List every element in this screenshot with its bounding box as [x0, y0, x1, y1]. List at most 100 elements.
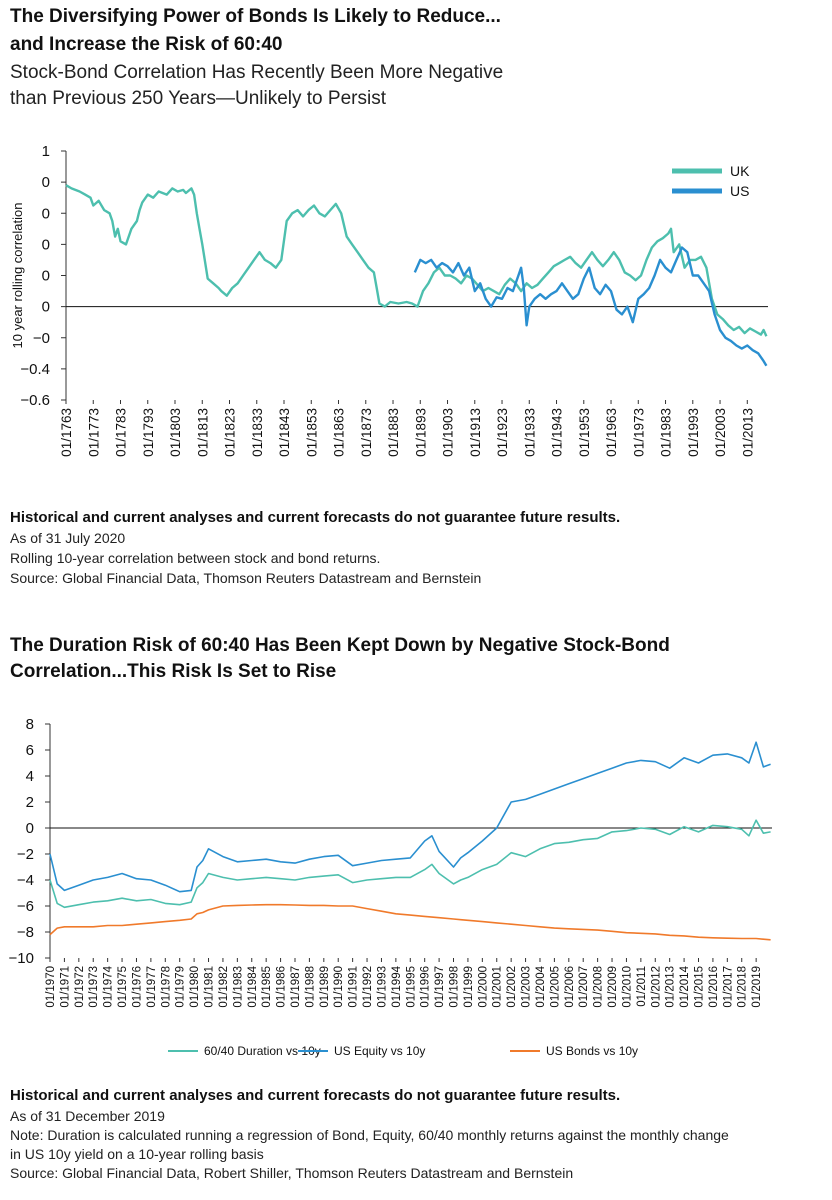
y-axis-title: 10 year rolling correlation: [10, 203, 25, 349]
x-tick-label: 01/1863: [332, 408, 347, 457]
y-tick-label: −0.6: [20, 392, 50, 409]
x-tick-label: 01/1981: [204, 966, 216, 1008]
y-tick-label: −6: [17, 898, 34, 915]
x-tick-label: 01/1853: [304, 408, 319, 457]
x-tick-label: 01/1903: [441, 408, 456, 457]
x-tick-label: 01/1991: [348, 966, 360, 1008]
x-tick-label: 01/1976: [131, 966, 143, 1008]
x-tick-label: 01/1970: [45, 966, 57, 1008]
y-tick-label: 2: [26, 794, 34, 811]
chart2-as-of: As of 31 December 2019: [10, 1108, 165, 1124]
x-tick-label: 01/1988: [304, 966, 316, 1008]
x-tick-label: 01/1989: [319, 966, 331, 1008]
x-tick-label: 01/2009: [607, 966, 619, 1008]
x-tick-label: 01/2007: [578, 966, 590, 1008]
x-tick-label: 01/1923: [495, 408, 510, 457]
x-tick-label: 01/1813: [195, 408, 210, 457]
x-tick-label: 01/1803: [168, 408, 183, 457]
x-tick-label: 01/2012: [650, 966, 662, 1008]
x-tick-label: 01/1913: [468, 408, 483, 457]
x-tick-label: 01/1997: [434, 966, 446, 1008]
x-tick-label: 01/1893: [413, 408, 428, 457]
x-tick-label: 01/2004: [535, 965, 547, 1007]
x-tick-label: 01/1993: [686, 408, 701, 457]
chart2-note-line1: Note: Duration is calculated running a r…: [10, 1127, 729, 1143]
x-tick-label: 01/1994: [391, 965, 403, 1007]
x-tick-label: 01/1978: [160, 966, 172, 1008]
x-tick-label: 01/2013: [665, 966, 677, 1008]
x-tick-label: 01/2003: [713, 408, 728, 457]
x-tick-label: 01/1998: [449, 966, 461, 1008]
x-tick-label: 01/2000: [477, 966, 489, 1008]
x-tick-label: 01/1977: [146, 966, 158, 1008]
x-tick-label: 01/1833: [250, 408, 265, 457]
x-tick-label: 01/1953: [577, 408, 592, 457]
chart1-disclaimer: Historical and current analyses and curr…: [10, 509, 621, 526]
x-tick-label: 01/1843: [277, 408, 292, 457]
x-tick-label: 01/1973: [631, 408, 646, 457]
chart1-subtitle-line1: Stock-Bond Correlation Has Recently Been…: [10, 62, 504, 83]
x-tick-label: 01/2006: [564, 966, 576, 1008]
y-tick-label: 0: [42, 174, 50, 191]
x-tick-label: 01/1943: [550, 408, 565, 457]
series-line-us-equity-vs-10y: [49, 741, 771, 893]
x-tick-label: 01/1773: [86, 408, 101, 457]
y-tick-label: 0: [42, 299, 50, 316]
y-tick-label: 0: [42, 268, 50, 285]
x-tick-label: 01/1974: [103, 965, 115, 1007]
x-tick-label: 01/1996: [420, 966, 432, 1008]
chart1-as-of: As of 31 July 2020: [10, 530, 126, 546]
legend-label-uk: UK: [730, 163, 750, 179]
x-tick-label: 01/2015: [694, 966, 706, 1008]
x-tick-label: 01/1873: [359, 408, 374, 457]
x-tick-label: 01/1980: [189, 966, 201, 1008]
x-tick-label: 01/2013: [740, 408, 755, 457]
x-tick-label: 01/1933: [522, 408, 537, 457]
x-tick-label: 01/1992: [362, 966, 374, 1008]
x-tick-label: 01/2005: [549, 966, 561, 1008]
x-tick-label: 01/2010: [621, 966, 633, 1008]
x-tick-label: 01/1982: [218, 966, 230, 1008]
x-tick-label: 01/1972: [74, 966, 86, 1008]
x-tick-label: 01/1986: [276, 966, 288, 1008]
x-tick-label: 01/1983: [232, 966, 244, 1008]
x-tick-label: 01/1995: [405, 966, 417, 1008]
chart2-title-line2: Correlation...This Risk Is Set to Rise: [10, 661, 337, 682]
x-tick-label: 01/1783: [114, 408, 129, 457]
x-tick-label: 01/1985: [261, 966, 273, 1008]
x-tick-label: 01/1973: [88, 966, 100, 1008]
y-tick-label: 6: [26, 742, 34, 759]
y-tick-label: −2: [17, 846, 34, 863]
series-line-60-40-duration-vs-10y: [49, 819, 771, 909]
chart2-title-line1: The Duration Risk of 60:40 Has Been Kept…: [10, 635, 670, 656]
chart1-title-line1: The Diversifying Power of Bonds Is Likel…: [10, 6, 501, 27]
y-tick-label: −0: [33, 330, 50, 347]
chart1-description: Rolling 10-year correlation between stoc…: [10, 550, 381, 566]
chart2-disclaimer: Historical and current analyses and curr…: [10, 1087, 621, 1104]
legend-label-us: US: [730, 183, 749, 199]
x-tick-label: 01/2001: [492, 966, 504, 1008]
y-tick-label: 1: [42, 143, 50, 160]
x-tick-label: 01/2017: [722, 966, 734, 1008]
x-tick-label: 01/1979: [175, 966, 187, 1008]
x-tick-label: 01/2011: [636, 966, 648, 1007]
chart1-source: Source: Global Financial Data, Thomson R…: [10, 570, 482, 586]
x-tick-label: 01/2008: [593, 966, 605, 1008]
x-tick-label: 01/2019: [751, 966, 763, 1008]
x-tick-label: 01/1883: [386, 408, 401, 457]
x-tick-label: 01/1999: [463, 966, 475, 1008]
x-tick-label: 01/1763: [59, 408, 74, 457]
y-tick-label: 8: [26, 716, 34, 733]
y-tick-label: 0: [42, 205, 50, 222]
x-tick-label: 01/1990: [333, 966, 345, 1008]
y-tick-label: −8: [17, 924, 34, 941]
x-tick-label: 01/1963: [604, 408, 619, 457]
series-line-uk: [65, 184, 768, 337]
chart1-title-line2: and Increase the Risk of 60:40: [10, 34, 283, 55]
x-tick-label: 01/1971: [59, 966, 71, 1008]
chart2-note-line2: in US 10y yield on a 10-year rolling bas…: [10, 1146, 264, 1162]
x-tick-label: 01/2016: [708, 966, 720, 1008]
y-tick-label: −4: [17, 872, 34, 889]
x-tick-label: 01/1975: [117, 966, 129, 1008]
